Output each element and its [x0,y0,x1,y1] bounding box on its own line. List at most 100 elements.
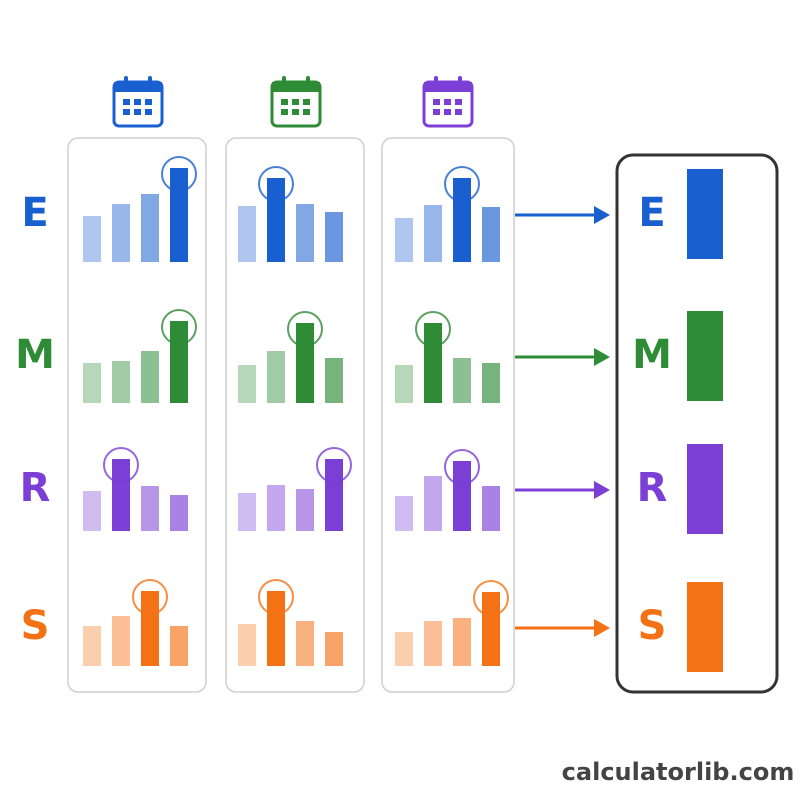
bar [424,621,442,666]
bar [453,358,471,403]
arrow-head [594,481,610,499]
highlight-ring [444,449,480,485]
bar [238,365,256,403]
highlight-ring [316,447,352,483]
bar [482,363,500,403]
bar [170,321,188,403]
bar [112,361,130,403]
calendar-cell [123,109,130,115]
calendar-ring [434,76,438,86]
bar [296,323,314,403]
row-label: S [21,603,50,649]
panel [67,137,207,693]
highlight-ring [473,580,509,616]
bar [325,632,343,666]
arrow-head [594,619,610,637]
bar [482,486,500,531]
bar [453,178,471,262]
result-bar [687,582,723,672]
bar [453,461,471,531]
bar [141,351,159,403]
calendar-cell [281,99,288,105]
bar [395,496,413,531]
bar [170,495,188,531]
result-label: M [632,332,672,378]
bar [141,591,159,666]
row-label: R [20,465,51,511]
bar [395,365,413,403]
bar [325,212,343,262]
bar [83,491,101,531]
calendar-cell [145,99,152,105]
result-box [615,153,779,694]
calendar-cell [455,99,462,105]
bar [482,592,500,666]
calendar-ring [148,76,152,86]
panel [381,137,515,693]
bar [296,621,314,666]
bar [83,363,101,403]
bar [424,323,442,403]
bar [395,218,413,262]
highlight-ring [444,166,480,202]
result-bar [687,169,723,259]
bar [238,493,256,531]
calendar-cell [281,109,288,115]
result-bar [687,444,723,534]
bar [267,178,285,262]
calendar-ring [306,76,310,86]
row-label: M [15,332,55,378]
highlight-ring [415,311,451,347]
panel [225,137,365,693]
bar [112,459,130,531]
bar [112,616,130,666]
calendar-ring [282,76,286,86]
calendar-cell [455,109,462,115]
bar [325,459,343,531]
bar [482,207,500,262]
bar [424,476,442,531]
calendar-ring [124,76,128,86]
bar [325,358,343,403]
calendar-header [272,82,320,92]
bar [83,626,101,666]
bar [238,624,256,666]
calendar-cell [303,109,310,115]
highlight-ring [258,579,294,615]
row-label: E [21,190,48,236]
bar [238,206,256,262]
bar [395,632,413,666]
bar [424,205,442,262]
calendar-cell [123,99,130,105]
calendar-ring [458,76,462,86]
bar [296,204,314,262]
bar [267,591,285,666]
bar [141,486,159,531]
bar [83,216,101,262]
highlight-ring [103,447,139,483]
calendar-cell [145,109,152,115]
highlight-ring [258,166,294,202]
bar [141,194,159,262]
bar [170,626,188,666]
bar [267,351,285,403]
result-bar [687,311,723,401]
highlight-ring [161,309,197,345]
bar [170,168,188,262]
result-label: R [637,465,668,511]
bar [453,618,471,666]
calendar-cell [292,99,299,105]
result-label: E [638,190,665,236]
calendar-header [424,82,472,92]
bar [296,489,314,531]
calendar-cell [292,109,299,115]
arrow-head [594,348,610,366]
calendar-cell [433,99,440,105]
calendar-cell [303,99,310,105]
highlight-ring [161,156,197,192]
footer: calculatorlib.com [562,758,795,786]
calendar-cell [134,109,141,115]
highlight-ring [132,579,168,615]
bar [112,204,130,262]
